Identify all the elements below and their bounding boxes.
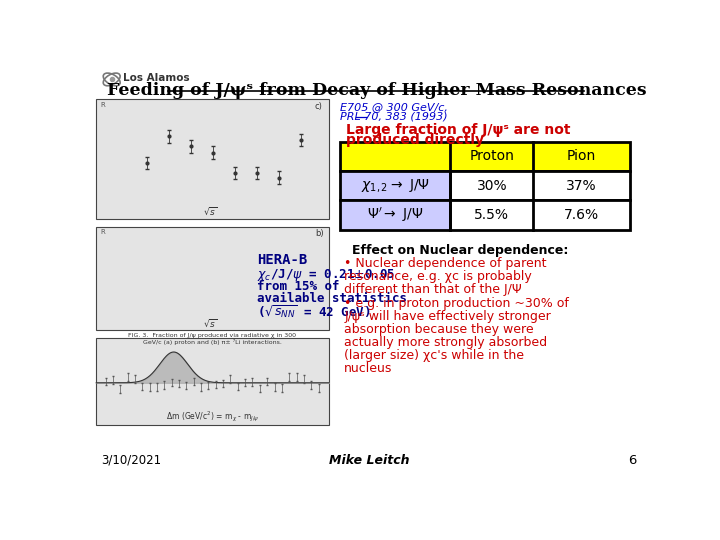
Bar: [451, 200, 630, 230]
Text: (larger size) χᴄ's while in the: (larger size) χᴄ's while in the: [344, 349, 524, 362]
Text: absorption because they were: absorption because they were: [344, 323, 534, 336]
Text: 6: 6: [628, 454, 636, 467]
Bar: [341, 171, 451, 200]
Bar: [96, 99, 329, 219]
Text: b): b): [315, 229, 323, 238]
Text: E705 @ 300 GeV/c,: E705 @ 300 GeV/c,: [340, 102, 447, 112]
Text: R: R: [100, 102, 105, 108]
Text: $\Psi' \rightarrow$ J/$\Psi$: $\Psi' \rightarrow$ J/$\Psi$: [367, 206, 423, 224]
Text: 7.6%: 7.6%: [564, 208, 599, 222]
Bar: [341, 200, 451, 230]
Bar: [451, 171, 630, 200]
Text: Feeding of J/ψˢ from Decay of Higher Mass Resonances: Feeding of J/ψˢ from Decay of Higher Mas…: [107, 82, 647, 99]
Text: Pion: Pion: [567, 150, 596, 164]
Text: $\chi_c$/J/$\psi$ = 0.21$\pm$0.05: $\chi_c$/J/$\psi$ = 0.21$\pm$0.05: [256, 267, 395, 282]
Text: Large fraction of J/ψˢ are not: Large fraction of J/ψˢ are not: [346, 123, 570, 137]
Text: PRL 70, 383 (1993): PRL 70, 383 (1993): [340, 112, 447, 122]
Text: Effect on Nuclear dependence:: Effect on Nuclear dependence:: [352, 244, 568, 257]
Text: ($\sqrt{s_{NN}}$ = 42 GeV): ($\sqrt{s_{NN}}$ = 42 GeV): [256, 304, 370, 321]
Text: 5.5%: 5.5%: [474, 208, 509, 222]
Text: J/ψˢ will have effectively stronger: J/ψˢ will have effectively stronger: [344, 309, 551, 323]
Text: resonance, e.g. χᴄ is probably: resonance, e.g. χᴄ is probably: [344, 271, 532, 284]
Text: Los Alamos: Los Alamos: [122, 73, 189, 83]
Text: $\chi_{1,2} \rightarrow$ J/$\Psi$: $\chi_{1,2} \rightarrow$ J/$\Psi$: [361, 177, 430, 194]
Text: R: R: [100, 229, 105, 235]
Text: $\Delta$m (GeV/c$^2$) = m$_\chi$ - m$_{J/\psi}$: $\Delta$m (GeV/c$^2$) = m$_\chi$ - m$_{J…: [166, 409, 259, 423]
Text: actually more strongly absorbed: actually more strongly absorbed: [344, 336, 547, 349]
Text: HERA-B: HERA-B: [256, 253, 307, 267]
Text: 30%: 30%: [477, 179, 507, 193]
Text: $\sqrt{s}$: $\sqrt{s}$: [203, 317, 217, 329]
Bar: [96, 226, 329, 330]
Text: c): c): [315, 102, 323, 111]
Text: produced directly: produced directly: [346, 133, 484, 147]
Text: from 15% of: from 15% of: [256, 280, 339, 293]
Bar: [96, 338, 329, 425]
Text: different than that of the J/Ψ: different than that of the J/Ψ: [344, 284, 522, 296]
Bar: [341, 142, 630, 171]
Text: 37%: 37%: [567, 179, 597, 193]
Text: available statistics: available statistics: [256, 292, 407, 305]
Text: nucleus: nucleus: [344, 362, 392, 375]
Text: • Nuclear dependence of parent: • Nuclear dependence of parent: [344, 257, 546, 271]
Text: • e.g. in proton production ~30% of: • e.g. in proton production ~30% of: [344, 296, 569, 309]
Text: FIG. 3.  Fraction of J/ψ produced via radiative χ in 300
GeV/c (a) proton and (b: FIG. 3. Fraction of J/ψ produced via rad…: [128, 333, 297, 345]
Text: Mike Leitch: Mike Leitch: [329, 454, 409, 467]
Text: Proton: Proton: [469, 150, 514, 164]
Text: 3/10/2021: 3/10/2021: [102, 454, 162, 467]
Text: $\sqrt{s}$: $\sqrt{s}$: [203, 206, 217, 217]
